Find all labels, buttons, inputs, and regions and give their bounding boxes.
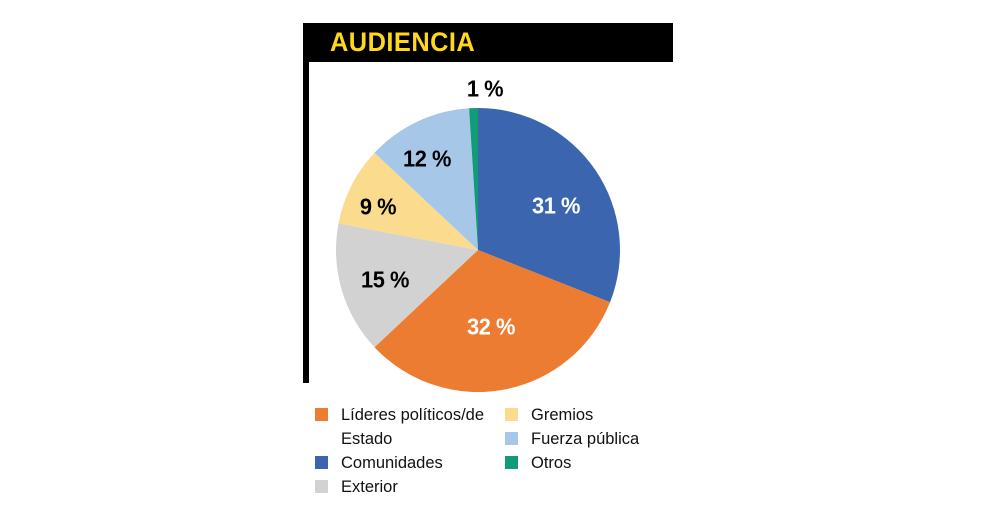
legend-label-gremios: Gremios	[531, 405, 594, 424]
legend-item-lideres: Líderes políticos/de Estado	[315, 403, 505, 451]
pie-slice-otros	[469, 108, 478, 250]
legend-label-fuerza-publica: Fuerza pública	[531, 429, 640, 448]
chart-title-bar: AUDIENCIA	[303, 23, 673, 62]
legend-label-exterior: Exterior	[341, 477, 398, 496]
legend-item-otros: Otros	[505, 451, 643, 475]
legend-swatch-fuerza-publica	[505, 432, 518, 445]
chart-title: AUDIENCIA	[330, 27, 476, 57]
legend-item-comunidades: Comunidades	[315, 451, 505, 475]
pie-slice-lideres	[374, 250, 611, 392]
legend-item-fuerza-publica: Fuerza pública	[505, 427, 643, 451]
legend: Líderes políticos/de Estado Comunidades Ex…	[315, 403, 643, 499]
pie-percentage-label-fuerza-publica: 12 %	[402, 145, 451, 172]
pie-chart-svg	[336, 108, 620, 392]
legend-swatch-gremios	[505, 408, 518, 421]
legend-item-exterior: Exterior	[315, 475, 505, 499]
pie-percentage-label-lideres: 32 %	[466, 313, 515, 340]
legend-label-comunidades: Comunidades	[341, 453, 443, 472]
pie-percentage-label-comunidades: 31 %	[531, 192, 580, 219]
legend-column-right: Gremios Fuerza pública Otros	[505, 403, 643, 499]
pie-slice-exterior	[336, 223, 478, 348]
pie-percentage-label-exterior: 15 %	[361, 266, 410, 293]
pie-slice-gremios	[338, 152, 478, 250]
legend-swatch-otros	[505, 456, 518, 469]
legend-label-lideres: Líderes políticos/de Estado	[341, 405, 484, 448]
legend-swatch-comunidades	[315, 456, 328, 469]
legend-label-otros: Otros	[531, 453, 572, 472]
legend-item-gremios: Gremios	[505, 403, 643, 427]
pie-percentage-label-gremios: 9 %	[359, 193, 396, 220]
legend-swatch-lideres	[315, 408, 328, 421]
pie-chart	[336, 108, 620, 392]
legend-swatch-exterior	[315, 480, 328, 493]
chart-vertical-rule	[303, 23, 309, 383]
pie-slice-comunidades	[478, 108, 620, 303]
legend-column-left: Líderes políticos/de Estado Comunidades Ex…	[315, 403, 505, 499]
pie-slice-fuerza-publica	[374, 108, 478, 250]
pie-percentage-label-otros: 1 %	[466, 75, 504, 102]
